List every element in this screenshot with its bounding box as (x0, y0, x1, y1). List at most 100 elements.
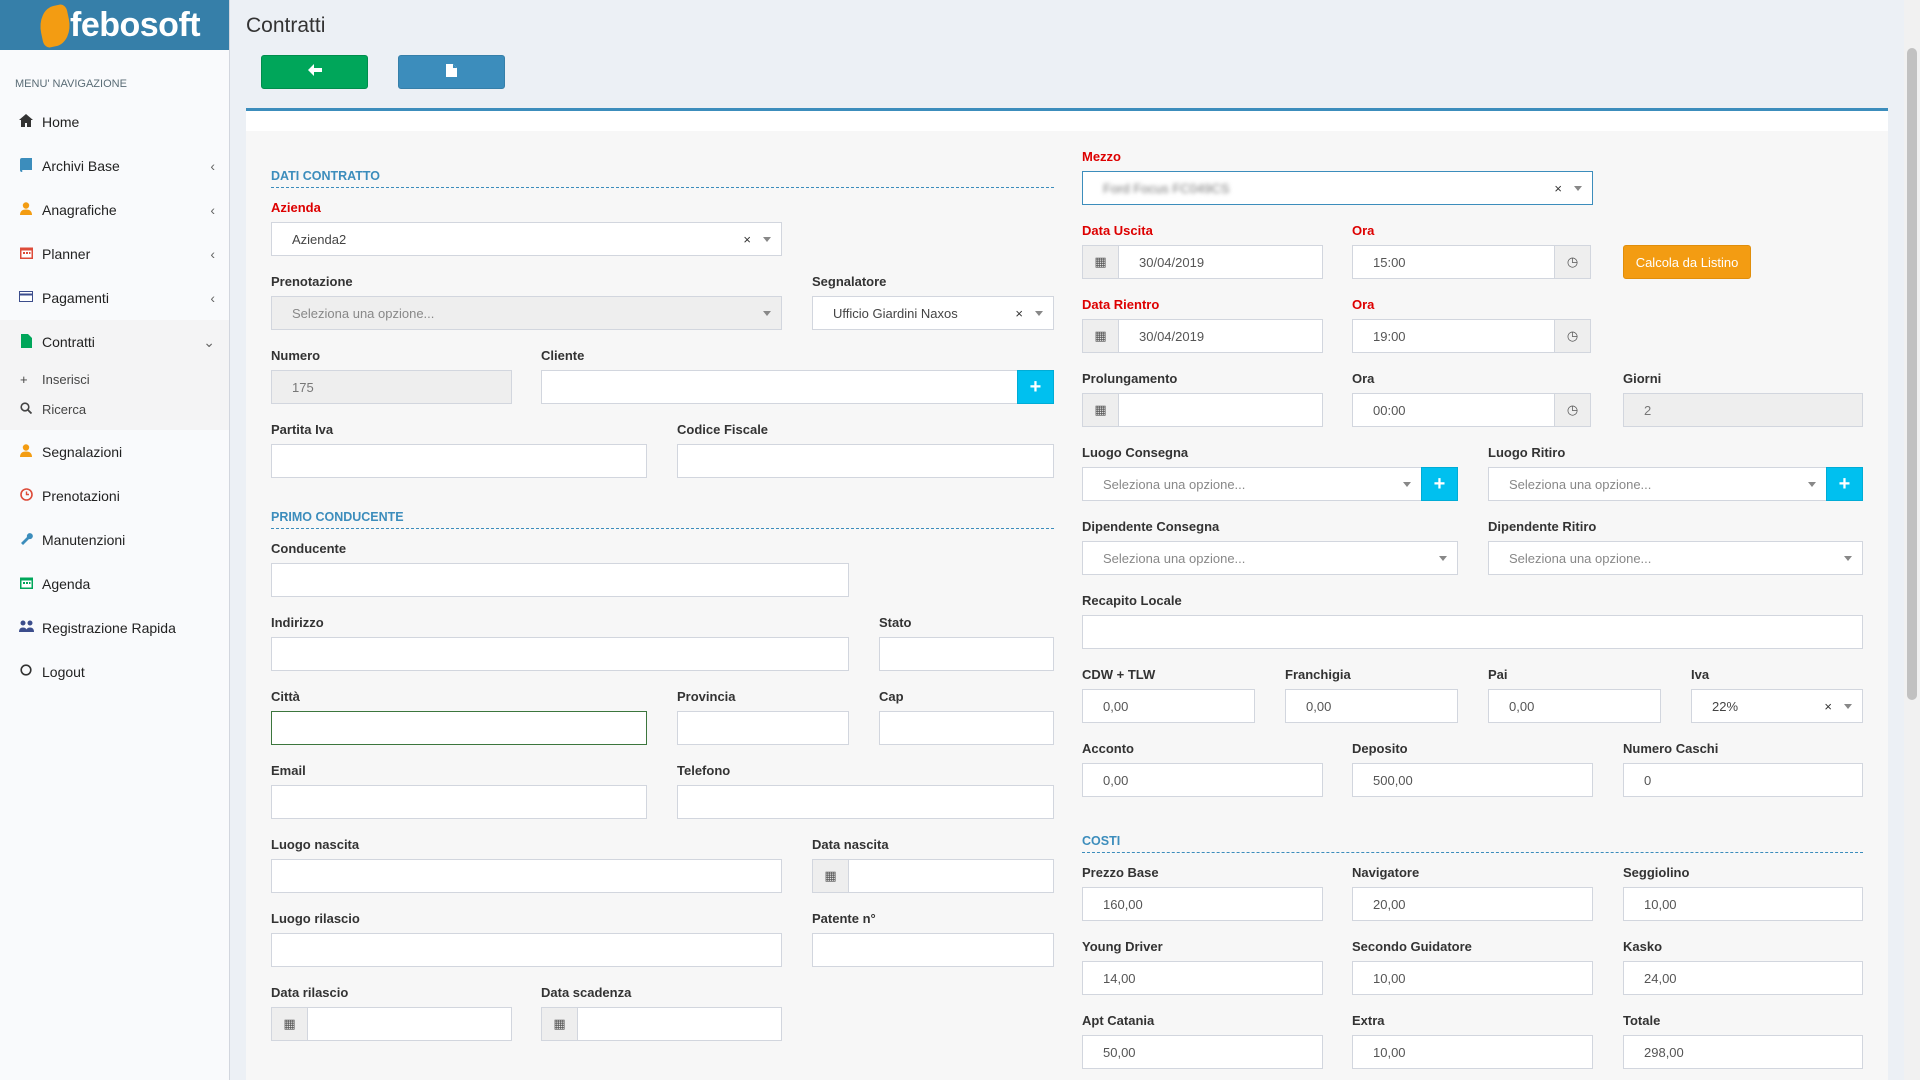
conducente-field[interactable] (271, 563, 849, 597)
data-rilascio-field[interactable] (307, 1007, 512, 1041)
back-button[interactable] (261, 55, 368, 89)
totale-field[interactable]: 298,00 (1623, 1035, 1863, 1069)
add-luogo-ritiro-button[interactable]: + (1826, 467, 1863, 501)
data-nascita-field[interactable] (848, 859, 1054, 893)
prezzo-base-field[interactable]: 160,00 (1082, 887, 1323, 921)
ora-uscita-field[interactable]: 15:00 (1352, 245, 1555, 279)
luogo-consegna-select[interactable]: Seleziona una opzione... (1082, 467, 1422, 501)
cap-field[interactable] (879, 711, 1054, 745)
data-rientro-field[interactable]: 30/04/2019 (1118, 319, 1323, 353)
prenotazione-select[interactable]: Seleziona una opzione... (271, 296, 782, 330)
calendar-icon[interactable]: ▦ (1082, 393, 1119, 427)
numero-field[interactable]: 175 (271, 370, 512, 404)
prolungamento-field[interactable] (1118, 393, 1323, 427)
stato-field[interactable] (879, 637, 1054, 671)
add-luogo-consegna-button[interactable]: + (1421, 467, 1458, 501)
ora-prolungamento-field[interactable]: 00:00 (1352, 393, 1555, 427)
mezzo-select[interactable]: Ford Focus FC049CS × (1082, 171, 1593, 205)
pai-label: Pai (1488, 667, 1508, 682)
calendar-icon[interactable]: ▦ (1082, 245, 1119, 279)
logo[interactable]: febosoft (0, 0, 229, 50)
sidebar-item-agenda[interactable]: Agenda (0, 562, 229, 606)
clock-icon[interactable]: ◷ (1554, 393, 1591, 427)
sidebar-item-label: Segnalazioni (42, 444, 123, 460)
data-scadenza-label: Data scadenza (541, 985, 632, 1000)
segnalatore-select[interactable]: Ufficio Giardini Naxos × (812, 296, 1054, 330)
cliente-field[interactable] (541, 370, 1018, 404)
calendar-icon[interactable]: ▦ (271, 1007, 308, 1041)
sidebar-subitem-ricerca[interactable]: Ricerca (0, 394, 229, 424)
data-uscita-field[interactable]: 30/04/2019 (1118, 245, 1323, 279)
provincia-field[interactable] (677, 711, 849, 745)
telefono-field[interactable] (677, 785, 1054, 819)
patente-field[interactable] (812, 933, 1054, 967)
sidebar-item-registrazione-rapida[interactable]: Registrazione Rapida (0, 606, 229, 650)
navigatore-field[interactable]: 20,00 (1352, 887, 1593, 921)
apt-catania-field[interactable]: 50,00 (1082, 1035, 1323, 1069)
sidebar-subitem-inserisci[interactable]: + Inserisci (0, 364, 229, 394)
sidebar-item-contratti[interactable]: Contratti ⌄ (0, 320, 229, 364)
scrollbar-thumb[interactable] (1907, 48, 1917, 700)
secondo-guidatore-field[interactable]: 10,00 (1352, 961, 1593, 995)
clock-icon[interactable]: ◷ (1554, 319, 1591, 353)
indirizzo-field[interactable] (271, 637, 849, 671)
clear-icon[interactable]: × (1554, 180, 1562, 196)
clear-icon[interactable]: × (1015, 305, 1023, 321)
page-scrollbar[interactable] (1904, 0, 1920, 1080)
pai-field[interactable]: 0,00 (1488, 689, 1661, 723)
codice-fiscale-field[interactable] (677, 444, 1054, 478)
acconto-field[interactable]: 0,00 (1082, 763, 1323, 797)
deposito-field[interactable]: 500,00 (1352, 763, 1593, 797)
clock-icon[interactable]: ◷ (1554, 245, 1591, 279)
sidebar-item-logout[interactable]: Logout (0, 650, 229, 694)
calcola-da-listino-button[interactable]: Calcola da Listino (1623, 245, 1751, 279)
sidebar-item-label: Archivi Base (42, 158, 120, 174)
data-rientro-label: Data Rientro (1082, 297, 1160, 312)
kasko-field[interactable]: 24,00 (1623, 961, 1863, 995)
luogo-rilascio-field[interactable] (271, 933, 782, 967)
sidebar-item-anagrafiche[interactable]: Anagrafiche ‹ (0, 188, 229, 232)
citta-field[interactable] (271, 711, 647, 745)
clear-icon[interactable]: × (743, 231, 751, 247)
numero-caschi-field[interactable]: 0 (1623, 763, 1863, 797)
caret-down-icon (1403, 482, 1411, 487)
luogo-nascita-field[interactable] (271, 859, 782, 893)
recapito-locale-field[interactable] (1082, 615, 1863, 649)
partita-iva-field[interactable] (271, 444, 647, 478)
new-document-button[interactable] (398, 55, 505, 89)
franchigia-field[interactable]: 0,00 (1285, 689, 1458, 723)
sidebar-item-archivi-base[interactable]: Archivi Base ‹ (0, 144, 229, 188)
sidebar-item-planner[interactable]: Planner ‹ (0, 232, 229, 276)
dipendente-consegna-placeholder: Seleziona una opzione... (1103, 550, 1246, 566)
young-driver-field[interactable]: 14,00 (1082, 961, 1323, 995)
luogo-ritiro-select[interactable]: Seleziona una opzione... (1488, 467, 1827, 501)
seggiolino-field[interactable]: 10,00 (1623, 887, 1863, 921)
dipendente-ritiro-select[interactable]: Seleziona una opzione... (1488, 541, 1863, 575)
caret-down-icon (1439, 556, 1447, 561)
sidebar-item-segnalazioni[interactable]: Segnalazioni (0, 430, 229, 474)
sidebar-item-pagamenti[interactable]: Pagamenti ‹ (0, 276, 229, 320)
calendar-icon[interactable]: ▦ (1082, 319, 1119, 353)
giorni-field[interactable]: 2 (1623, 393, 1863, 427)
email-field[interactable] (271, 785, 647, 819)
sidebar-item-manutenzioni[interactable]: Manutenzioni (0, 518, 229, 562)
clear-icon[interactable]: × (1824, 698, 1832, 714)
sidebar-item-home[interactable]: Home (0, 100, 229, 144)
data-nascita-label: Data nascita (812, 837, 889, 852)
sidebar-item-prenotazioni[interactable]: Prenotazioni (0, 474, 229, 518)
iva-select[interactable]: 22% × (1691, 689, 1863, 723)
cdw-tlw-field[interactable]: 0,00 (1082, 689, 1255, 723)
ora-rientro-field[interactable]: 19:00 (1352, 319, 1555, 353)
chevron-down-icon: ⌄ (203, 333, 215, 350)
dipendente-consegna-select[interactable]: Seleziona una opzione... (1082, 541, 1458, 575)
extra-field[interactable]: 10,00 (1352, 1035, 1593, 1069)
calendar-icon (18, 576, 34, 592)
calendar-icon[interactable]: ▦ (541, 1007, 578, 1041)
section-costi: COSTI (1082, 834, 1863, 853)
azienda-select[interactable]: Azienda2 × (271, 222, 782, 256)
calendar-icon[interactable]: ▦ (812, 859, 849, 893)
add-cliente-button[interactable]: + (1017, 370, 1054, 404)
azienda-label: Azienda (271, 200, 321, 215)
data-scadenza-field[interactable] (577, 1007, 782, 1041)
logo-mark-icon (36, 3, 74, 49)
